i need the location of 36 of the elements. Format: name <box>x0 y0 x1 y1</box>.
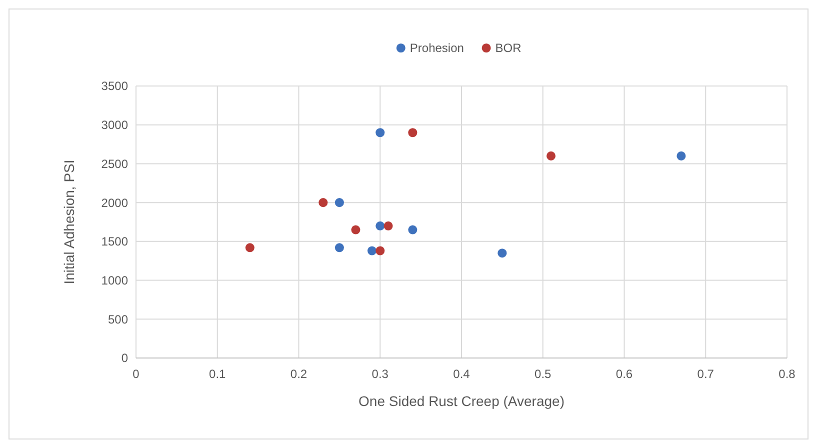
y-axis-title: Initial Adhesion, PSI <box>61 160 77 284</box>
x-tick-label: 0.5 <box>534 367 552 381</box>
point <box>376 246 385 256</box>
point <box>334 243 344 252</box>
legend-label: Prohesion <box>410 41 464 56</box>
x-tick-label: 0.4 <box>453 367 470 381</box>
point <box>546 151 556 160</box>
x-tick-label: 0 <box>132 367 140 381</box>
legend-label: BOR <box>495 41 522 56</box>
point <box>351 225 360 234</box>
x-tick-label: 0.1 <box>209 367 226 381</box>
y-tick-label: 1000 <box>101 273 128 288</box>
point <box>498 248 507 258</box>
y-tick-label: 2000 <box>101 196 128 210</box>
point <box>676 151 686 160</box>
point <box>376 221 385 230</box>
y-tick-label: 3500 <box>101 79 128 94</box>
y-tick-label: 500 <box>108 312 128 326</box>
point <box>245 243 254 252</box>
point <box>367 246 376 256</box>
x-axis-title: One Sided Rust Creep (Average) <box>358 393 564 409</box>
point <box>408 128 418 138</box>
point <box>384 221 393 230</box>
x-tick-label: 0.3 <box>372 367 389 381</box>
x-tick-label: 0.6 <box>616 367 633 381</box>
point <box>408 225 418 234</box>
y-tick-label: 0 <box>121 351 128 366</box>
x-tick-label: 0.7 <box>697 367 714 381</box>
point <box>318 198 328 208</box>
y-tick-label: 1500 <box>101 234 128 249</box>
point <box>376 128 385 138</box>
point <box>334 198 344 208</box>
x-tick-label: 0.8 <box>778 367 796 381</box>
y-tick-label: 3000 <box>101 118 128 132</box>
x-tick-label: 0.2 <box>290 367 308 381</box>
y-tick-label: 2500 <box>101 156 128 171</box>
